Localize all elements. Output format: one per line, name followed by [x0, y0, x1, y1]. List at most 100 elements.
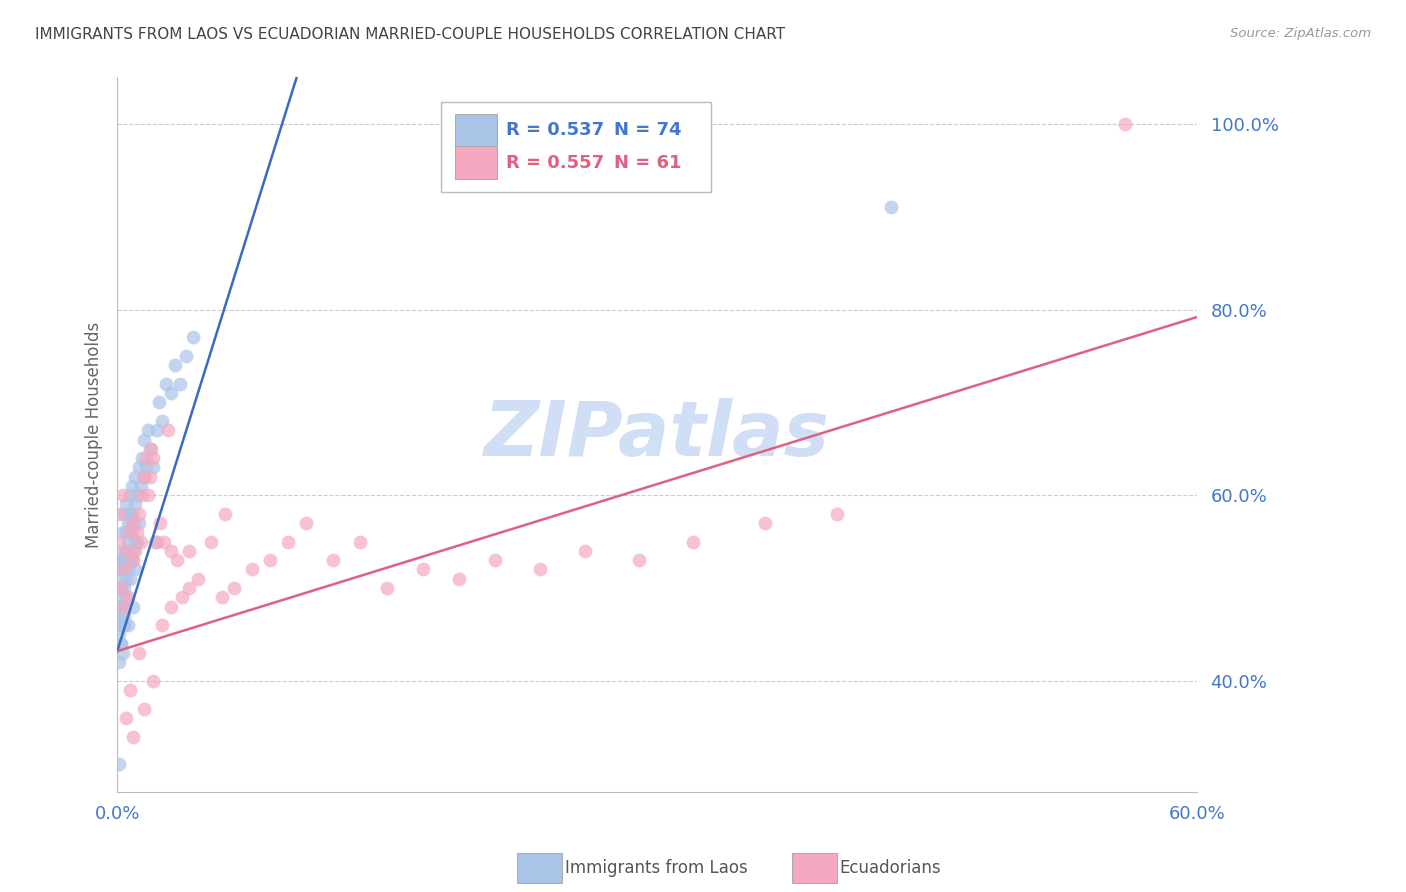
Point [111, 618, 134, 632]
Point [135, 451, 157, 466]
Point [124, 562, 146, 576]
Text: IMMIGRANTS FROM LAOS VS ECUADORIAN MARRIED-COUPLE HOUSEHOLDS CORRELATION CHART: IMMIGRANTS FROM LAOS VS ECUADORIAN MARRI… [35, 27, 786, 42]
Point [1114, 117, 1136, 131]
Point [117, 591, 139, 605]
Point [181, 330, 204, 344]
Point [134, 433, 156, 447]
FancyBboxPatch shape [456, 114, 498, 147]
Point [277, 534, 299, 549]
Point [125, 534, 148, 549]
Point [108, 507, 131, 521]
Text: Immigrants from Laos: Immigrants from Laos [565, 859, 748, 877]
Point [449, 572, 471, 586]
Point [160, 544, 183, 558]
Point [143, 534, 166, 549]
Point [124, 534, 146, 549]
Point [117, 516, 139, 530]
Point [115, 544, 138, 558]
Point [136, 488, 159, 502]
Point [484, 553, 506, 567]
Point [111, 553, 134, 567]
Point [179, 581, 201, 595]
Point [112, 507, 135, 521]
Point [111, 525, 134, 540]
Point [121, 516, 143, 530]
Point [148, 395, 170, 409]
Point [682, 534, 704, 549]
Point [149, 516, 172, 530]
Point [108, 608, 131, 623]
Point [111, 544, 134, 558]
Point [179, 544, 201, 558]
Point [295, 516, 318, 530]
Point [121, 553, 143, 567]
Point [169, 376, 191, 391]
Point [146, 423, 169, 437]
Point [118, 553, 141, 567]
Point [117, 618, 139, 632]
Point [108, 656, 131, 670]
Point [110, 637, 132, 651]
Point [111, 488, 134, 502]
Point [880, 201, 903, 215]
Point [115, 525, 138, 540]
Point [124, 544, 146, 558]
Point [110, 599, 132, 614]
Point [628, 553, 651, 567]
Point [150, 618, 173, 632]
Point [122, 599, 145, 614]
Point [122, 730, 145, 744]
Text: Source: ZipAtlas.com: Source: ZipAtlas.com [1230, 27, 1371, 40]
Point [111, 646, 134, 660]
Point [134, 469, 156, 483]
Point [150, 414, 173, 428]
Point [124, 498, 146, 512]
Point [166, 553, 188, 567]
Point [129, 479, 152, 493]
Point [170, 591, 193, 605]
Point [115, 591, 138, 605]
FancyBboxPatch shape [456, 146, 498, 179]
Point [117, 562, 139, 576]
Point [574, 544, 596, 558]
Point [375, 581, 398, 595]
Point [412, 562, 434, 576]
Point [122, 553, 145, 567]
Point [121, 507, 143, 521]
Point [146, 534, 169, 549]
Point [115, 572, 138, 586]
Point [115, 544, 138, 558]
FancyBboxPatch shape [441, 103, 711, 192]
Point [110, 618, 132, 632]
Point [129, 534, 152, 549]
Y-axis label: Married-couple Households: Married-couple Households [86, 322, 103, 548]
Point [142, 451, 165, 466]
Point [138, 442, 160, 456]
Point [322, 553, 344, 567]
Point [141, 442, 163, 456]
Point [118, 525, 141, 540]
Point [111, 562, 134, 576]
Text: R = 0.537: R = 0.537 [506, 120, 605, 138]
Text: ZIPatlas: ZIPatlas [484, 398, 831, 472]
Point [131, 451, 153, 466]
Point [134, 469, 156, 483]
Point [125, 488, 148, 502]
Point [135, 460, 157, 475]
Point [121, 479, 143, 493]
Point [118, 572, 141, 586]
Text: Ecuadorians: Ecuadorians [839, 859, 941, 877]
Point [124, 469, 146, 483]
Point [529, 562, 551, 576]
Point [259, 553, 281, 567]
Point [349, 534, 371, 549]
Point [155, 376, 177, 391]
Point [112, 581, 135, 595]
Point [163, 358, 186, 372]
Point [153, 534, 176, 549]
Point [110, 581, 132, 595]
Point [142, 460, 165, 475]
Point [112, 618, 135, 632]
Point [142, 673, 165, 688]
Point [200, 534, 222, 549]
